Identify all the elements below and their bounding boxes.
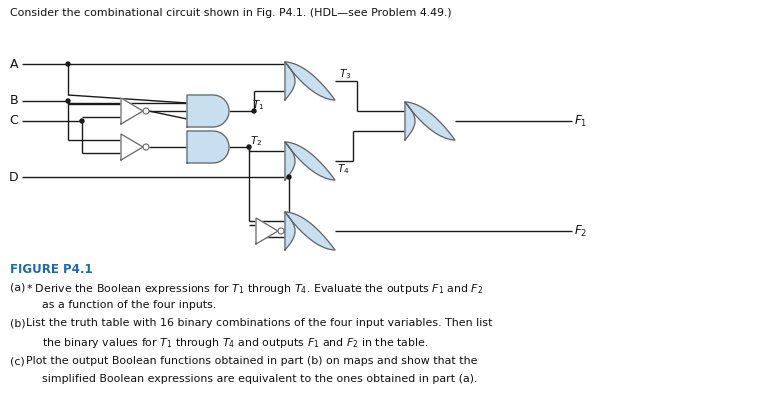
Polygon shape [256, 218, 278, 244]
Circle shape [287, 175, 291, 179]
Circle shape [143, 108, 149, 114]
Polygon shape [285, 62, 335, 100]
Circle shape [252, 109, 256, 113]
Polygon shape [121, 98, 143, 124]
Text: $T_3$: $T_3$ [339, 67, 351, 81]
Polygon shape [285, 142, 335, 180]
Circle shape [80, 119, 84, 123]
Circle shape [143, 144, 149, 150]
Text: List the truth table with 16 binary combinations of the four input variables. Th: List the truth table with 16 binary comb… [26, 318, 492, 328]
Circle shape [66, 99, 70, 103]
Text: $F_2$: $F_2$ [574, 223, 587, 238]
Text: Consider the combinational circuit shown in Fig. P4.1. (HDL—see Problem 4.49.): Consider the combinational circuit shown… [10, 8, 452, 18]
Text: as a function of the four inputs.: as a function of the four inputs. [42, 300, 216, 310]
Circle shape [247, 145, 251, 149]
Text: the binary values for $T_1$ through $T_4$ and outputs $F_1$ and $F_2$ in the tab: the binary values for $T_1$ through $T_4… [42, 336, 429, 349]
Text: $T_2$: $T_2$ [250, 134, 262, 148]
Text: $T_1$: $T_1$ [252, 98, 264, 112]
Text: * Derive the Boolean expressions for $T_1$ through $T_4$. Evaluate the outputs $: * Derive the Boolean expressions for $T_… [26, 282, 484, 296]
Text: (c): (c) [10, 356, 25, 366]
Text: (b): (b) [10, 318, 26, 328]
Text: simplified Boolean expressions are equivalent to the ones obtained in part (a).: simplified Boolean expressions are equiv… [42, 373, 477, 383]
Text: A: A [9, 57, 18, 70]
Polygon shape [405, 102, 455, 140]
Text: D: D [9, 171, 18, 184]
Text: Plot the output Boolean functions obtained in part (b) on maps and show that the: Plot the output Boolean functions obtain… [26, 356, 477, 366]
Text: FIGURE P4.1: FIGURE P4.1 [10, 263, 93, 276]
Text: $T_4$: $T_4$ [337, 162, 350, 176]
Circle shape [66, 62, 70, 66]
Polygon shape [121, 134, 143, 160]
Polygon shape [187, 131, 229, 163]
Text: B: B [9, 95, 18, 108]
Text: $F_1$: $F_1$ [574, 114, 587, 129]
Polygon shape [187, 95, 229, 127]
Text: C: C [9, 114, 18, 127]
Polygon shape [285, 212, 335, 250]
Circle shape [278, 228, 284, 234]
Text: (a): (a) [10, 282, 26, 292]
